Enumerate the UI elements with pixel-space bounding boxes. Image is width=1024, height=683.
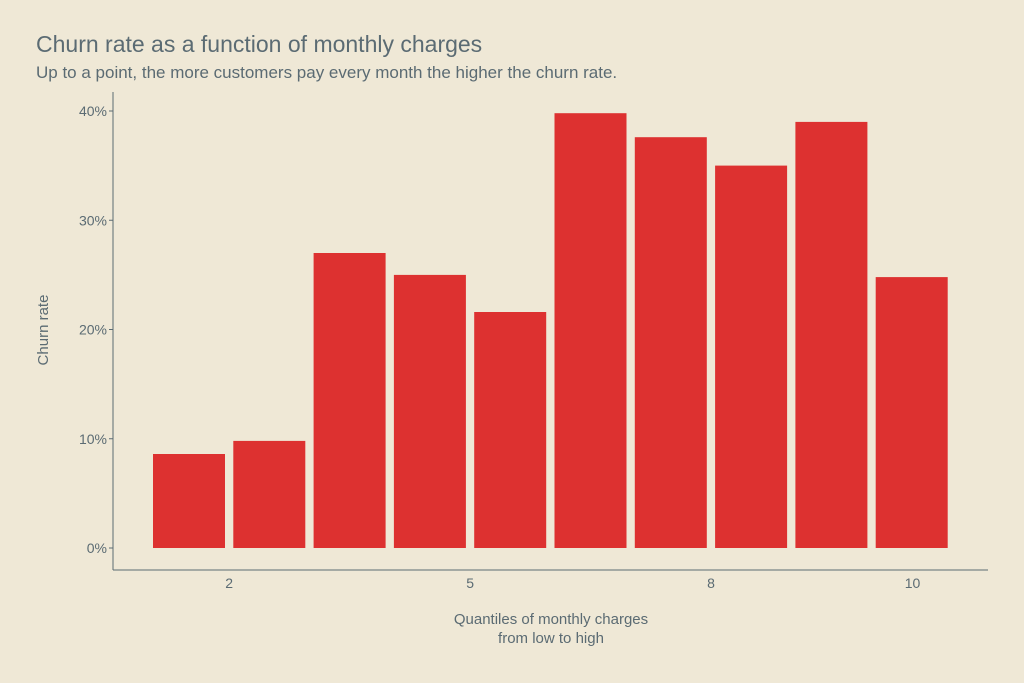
x-tick-label: 5 — [466, 575, 474, 591]
y-tick-label: 20% — [79, 322, 107, 338]
y-axis-title: Churn rate — [35, 295, 52, 366]
x-axis: 2 5 8 10 — [113, 569, 988, 591]
x-axis-title-line-1: Quantiles of monthly charges — [454, 611, 648, 628]
bars-group — [153, 113, 948, 549]
chart-subtitle: Up to a point, the more customers pay ev… — [36, 63, 618, 82]
bar-7 — [634, 137, 707, 548]
y-tick-label: 10% — [79, 431, 107, 447]
bar-1 — [153, 454, 225, 548]
y-tick-label: 0% — [87, 540, 107, 556]
bar-5 — [474, 312, 547, 548]
bar-10 — [875, 277, 948, 548]
bar-6 — [554, 113, 627, 548]
y-axis: 0% 10% 20% 30% 40% — [79, 92, 114, 570]
x-tick-label: 8 — [707, 575, 715, 591]
x-axis-title-line-2: from low to high — [498, 630, 604, 647]
chart-title: Churn rate as a function of monthly char… — [36, 31, 483, 57]
bar-2 — [233, 440, 306, 548]
y-tick-label: 40% — [79, 103, 107, 119]
y-tick-label: 30% — [79, 212, 107, 228]
bar-8 — [715, 165, 788, 548]
x-tick-label: 10 — [905, 575, 921, 591]
bar-9 — [795, 121, 868, 549]
bar-3 — [313, 253, 386, 548]
bar-4 — [393, 274, 466, 548]
x-tick-label: 2 — [225, 575, 233, 591]
